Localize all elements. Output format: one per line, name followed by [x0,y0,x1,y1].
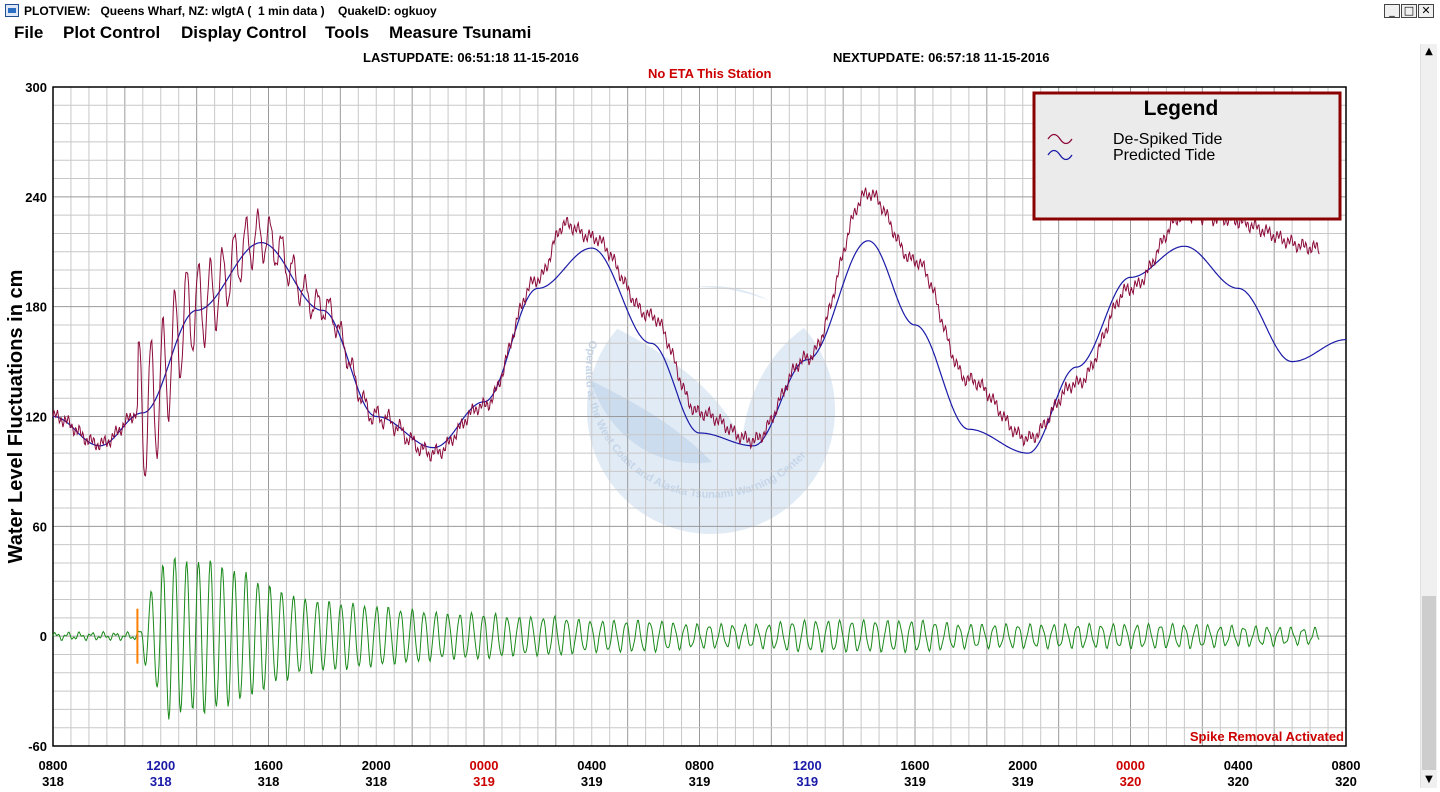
x-tick-time: 1600 [901,758,930,773]
menu-display-control[interactable]: Display Control [181,23,307,42]
x-tick-time: 2000 [362,758,391,773]
noaa-watermark: Operated at the West Coast and Alaska Ts… [583,286,835,534]
menu-bar: File Plot Control Display Control Tools … [0,22,1440,44]
scroll-down-arrow-icon[interactable]: ▼ [1425,774,1433,785]
y-tick-label: 60 [33,519,47,534]
x-tick-day: 318 [258,774,280,789]
x-tick-day: 318 [365,774,387,789]
x-tick-day: 319 [1012,774,1034,789]
x-tick-time: 0800 [685,758,714,773]
x-tick-day: 319 [689,774,711,789]
y-tick-label: 180 [25,300,47,315]
x-tick-day: 320 [1335,774,1357,789]
scroll-thumb[interactable] [1422,596,1436,770]
legend-label-despiked: De-Spiked Tide [1113,131,1222,148]
minimize-button[interactable]: _ [1384,4,1400,18]
x-tick-day: 319 [904,774,926,789]
x-tick-time: 1600 [254,758,283,773]
last-update-label: LASTUPDATE: 06:51:18 11-15-2016 [363,50,579,65]
chart-series [52,187,1346,720]
title-bar: PLOTVIEW: Queens Wharf, NZ: wlgtA ( 1 mi… [0,0,1440,23]
x-tick-time: 0400 [1224,758,1253,773]
x-tick-time: 2000 [1008,758,1037,773]
spike-removal-label: Spike Removal Activated [1190,729,1344,744]
y-tick-label: 0 [40,629,47,644]
y-axis: 300 240 180 120 60 0 -60 [25,80,47,754]
x-tick-day: 319 [581,774,603,789]
legend-swatch-predicted [1047,149,1073,161]
menu-plot-control[interactable]: Plot Control [63,23,161,42]
maximize-button[interactable]: □ [1401,4,1417,18]
series-de-spiked-tide [52,187,1320,477]
x-tick-day: 318 [42,774,64,789]
x-tick-time: 0800 [1332,758,1361,773]
eta-label: No ETA This Station [648,66,772,81]
app-icon[interactable] [5,4,19,17]
x-axis: 0800318120031816003182000318000031904003… [39,758,1361,789]
next-update-label: NEXTUPDATE: 06:57:18 11-15-2016 [833,50,1050,65]
legend-label-predicted: Predicted Tide [1113,147,1215,164]
y-tick-label: 240 [25,190,47,205]
close-button[interactable]: ✕ [1418,4,1434,18]
x-tick-time: 1200 [793,758,822,773]
series-residual [52,556,1320,720]
legend-swatch-despiked [1047,133,1073,145]
x-tick-time: 0000 [470,758,499,773]
legend-box [1032,91,1342,221]
window-title: PLOTVIEW: Queens Wharf, NZ: wlgtA ( 1 mi… [24,4,437,18]
y-tick-label: -60 [28,739,47,754]
x-tick-time: 0000 [1116,758,1145,773]
series-predicted-tide [53,240,1346,454]
legend-title: Legend [1144,97,1219,120]
y-tick-label: 120 [25,410,47,425]
x-tick-day: 320 [1227,774,1249,789]
x-tick-time: 1200 [146,758,175,773]
menu-file[interactable]: File [14,23,44,42]
x-tick-time: 0400 [577,758,606,773]
legend[interactable]: Legend De-Spiked Tide Predicted Tide [1032,91,1342,221]
y-axis-label: Water Level Fluctuations in cm [5,270,27,564]
menu-tools[interactable]: Tools [325,23,370,42]
scroll-up-arrow-icon[interactable]: ▲ [1425,46,1433,57]
menu-measure-tsunami[interactable]: Measure Tsunami [389,23,532,42]
y-tick-label: 300 [25,80,47,95]
x-tick-day: 318 [150,774,172,789]
vertical-scrollbar[interactable]: ▲ ▼ [1420,44,1437,788]
x-tick-day: 320 [1120,774,1142,789]
x-tick-day: 319 [796,774,818,789]
x-tick-time: 0800 [39,758,68,773]
x-tick-day: 319 [473,774,495,789]
